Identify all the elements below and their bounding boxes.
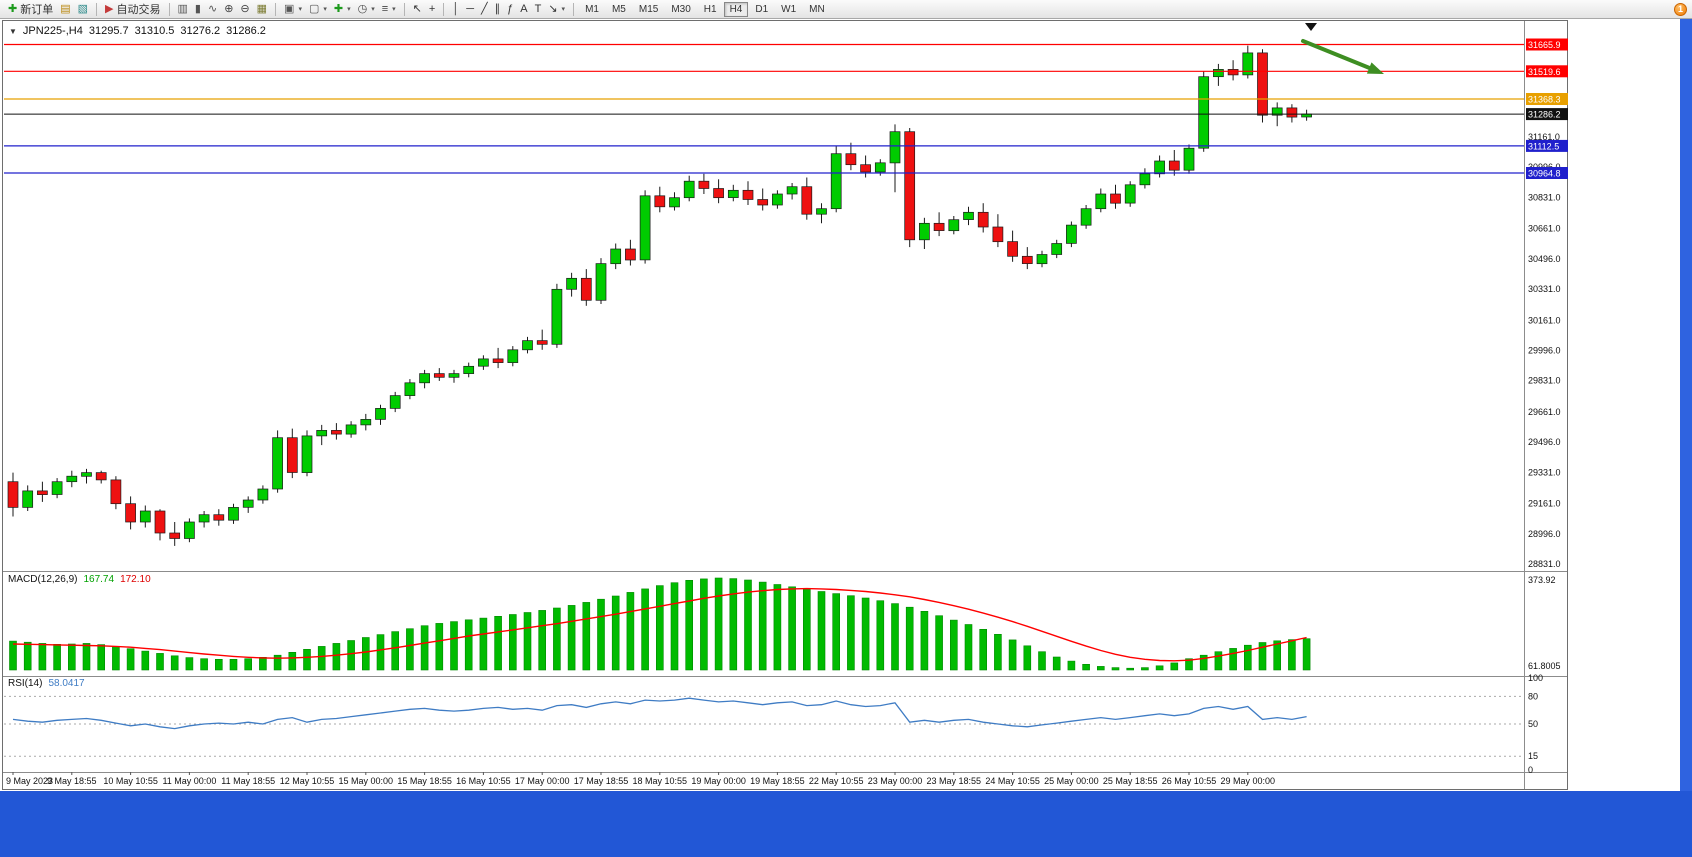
- timeframe-d1-button[interactable]: D1: [755, 3, 769, 15]
- trendline-button[interactable]: ╱: [478, 2, 491, 17]
- timeframe-m1-button[interactable]: M1: [585, 3, 599, 15]
- tile-windows-button[interactable]: ▦: [254, 2, 270, 17]
- chart-list-button[interactable]: ▢ ▾: [306, 2, 330, 17]
- toolbar: ✚ 新订单 ▤ ▧ ▶ 自动交易 ▥ ▮ ∿ ⊕ ⊖ ▦ ▣ ▾ ▢ ▾ ✚ ▾ ◷ ▾ ≡ ▾ ↖ + │ ─ ╱ ∥ ƒ A T ↘ ▾ M1…: [0, 0, 1692, 19]
- collapse-icon[interactable]: ▼: [9, 26, 17, 36]
- ohlc-close: 31286.2: [226, 25, 266, 37]
- autotrading-button[interactable]: ▶ 自动交易: [102, 2, 163, 17]
- add-indicator-icon: ✚: [333, 2, 344, 15]
- candlesticks-icon: ▮: [194, 2, 201, 15]
- rsi-label: RSI(14) 58.0417: [8, 678, 85, 689]
- timeframe-m5-button[interactable]: M5: [611, 3, 626, 15]
- templates-button[interactable]: ≡ ▾: [379, 2, 399, 17]
- rsi-title: RSI(14): [8, 678, 43, 689]
- chart-window-button[interactable]: ▤: [57, 2, 73, 17]
- symbol-period: JPN225-,H4: [22, 25, 83, 37]
- chart-window-icon: ▤: [60, 2, 71, 15]
- trendline-icon: ╱: [481, 2, 488, 15]
- macd-label: MACD(12,26,9) 167.74 172.10: [8, 574, 151, 585]
- new-order-button[interactable]: ✚ 新订单: [5, 2, 56, 17]
- window-scrollbar[interactable]: [1680, 19, 1692, 857]
- add-indicator-button[interactable]: ✚ ▾: [331, 2, 354, 17]
- timeframe-w1-button[interactable]: W1: [781, 3, 797, 15]
- zoom-out-button[interactable]: ⊖: [237, 2, 252, 17]
- horizontal-line-button[interactable]: ─: [463, 2, 477, 17]
- vertical-line-button[interactable]: │: [449, 2, 462, 17]
- line-chart-button[interactable]: ∿: [205, 2, 220, 17]
- horizontal-line-icon: ─: [466, 2, 474, 15]
- chevron-down-icon: ▾: [323, 6, 327, 13]
- chevron-down-icon: ▾: [371, 6, 375, 13]
- vertical-line-icon: │: [452, 2, 460, 15]
- chart-window[interactable]: [2, 20, 1568, 790]
- autotrading-button-label: 自动交易: [116, 4, 161, 16]
- text-label-icon: T: [534, 2, 542, 15]
- timeframe-h1-button[interactable]: H1: [703, 3, 717, 15]
- arrow-tools-icon: ↘: [548, 2, 558, 15]
- clock-icon: ◷: [357, 2, 368, 15]
- autotrading-icon: ▶: [105, 2, 114, 15]
- line-chart-icon: ∿: [207, 2, 218, 15]
- new-chart-icon: ▣: [284, 2, 295, 15]
- new-order-button-label: 新订单: [20, 4, 54, 16]
- ohlc-high: 31310.5: [134, 25, 175, 37]
- crosshair-button[interactable]: +: [426, 2, 438, 17]
- text-button[interactable]: A: [517, 2, 530, 17]
- toolbar-separator: [443, 2, 445, 16]
- cursor-icon: ↖: [412, 2, 422, 15]
- templates-icon: ≡: [381, 2, 389, 15]
- timeframe-h4-button[interactable]: H4: [723, 1, 749, 17]
- toolbar-separator: [275, 2, 277, 16]
- ohlc-low: 31276.2: [180, 25, 221, 37]
- text-icon: A: [520, 2, 528, 15]
- window-gutter: [1568, 20, 1680, 790]
- toolbar-separator: [96, 2, 98, 16]
- timeframe-m30-button[interactable]: M30: [671, 3, 691, 15]
- rsi-value: 58.0417: [48, 678, 85, 689]
- timeframe-mn-button[interactable]: MN: [809, 3, 825, 15]
- chevron-down-icon: ▾: [347, 6, 351, 13]
- period-button[interactable]: ◷ ▾: [355, 2, 378, 17]
- bar-chart-button[interactable]: ▥: [175, 2, 191, 17]
- ohlc-open: 31295.7: [88, 25, 129, 37]
- chevron-down-icon: ▾: [298, 6, 302, 13]
- timeframe-m15-button[interactable]: M15: [638, 3, 659, 15]
- chevron-down-icon: ▾: [561, 6, 566, 13]
- profiles-button[interactable]: ▧: [75, 2, 91, 17]
- new-chart-button[interactable]: ▣ ▾: [281, 2, 305, 17]
- tile-windows-icon: ▦: [256, 2, 268, 15]
- profiles-icon: ▧: [77, 2, 89, 15]
- cursor-button[interactable]: ↖: [410, 2, 425, 17]
- toolbar-separator: [573, 2, 575, 16]
- label-button[interactable]: T: [532, 2, 545, 17]
- notification-badge[interactable]: 1: [1674, 2, 1687, 16]
- toolbar-separator: [168, 2, 170, 16]
- toolbar-separator: [403, 2, 405, 16]
- zoom-out-icon: ⊖: [240, 2, 250, 15]
- arrows-button[interactable]: ↘ ▾: [545, 2, 568, 17]
- zoom-in-icon: ⊕: [224, 2, 234, 15]
- chart-list-icon: ▢: [308, 2, 320, 15]
- macd-title: MACD(12,26,9): [8, 574, 78, 585]
- macd-main-value: 167.74: [83, 574, 115, 585]
- macd-signal-value: 172.10: [120, 574, 151, 585]
- symbol-ohlc-line: ▼ JPN225-,H4 31295.7 31310.5 31276.2 312…: [9, 25, 266, 37]
- window-frame-bottom: [0, 791, 1692, 857]
- chevron-down-icon: ▾: [392, 6, 396, 13]
- crosshair-icon: +: [428, 2, 436, 15]
- fibonacci-icon: ƒ: [507, 2, 514, 15]
- channel-button[interactable]: ∥: [492, 2, 504, 17]
- zoom-in-button[interactable]: ⊕: [221, 2, 236, 17]
- bar-chart-icon: ▥: [177, 2, 188, 15]
- new-order-icon: ✚: [8, 2, 18, 15]
- equidistant-channel-icon: ∥: [494, 2, 501, 15]
- fibonacci-button[interactable]: ƒ: [504, 2, 516, 17]
- candlestick-chart-button[interactable]: ▮: [192, 2, 204, 17]
